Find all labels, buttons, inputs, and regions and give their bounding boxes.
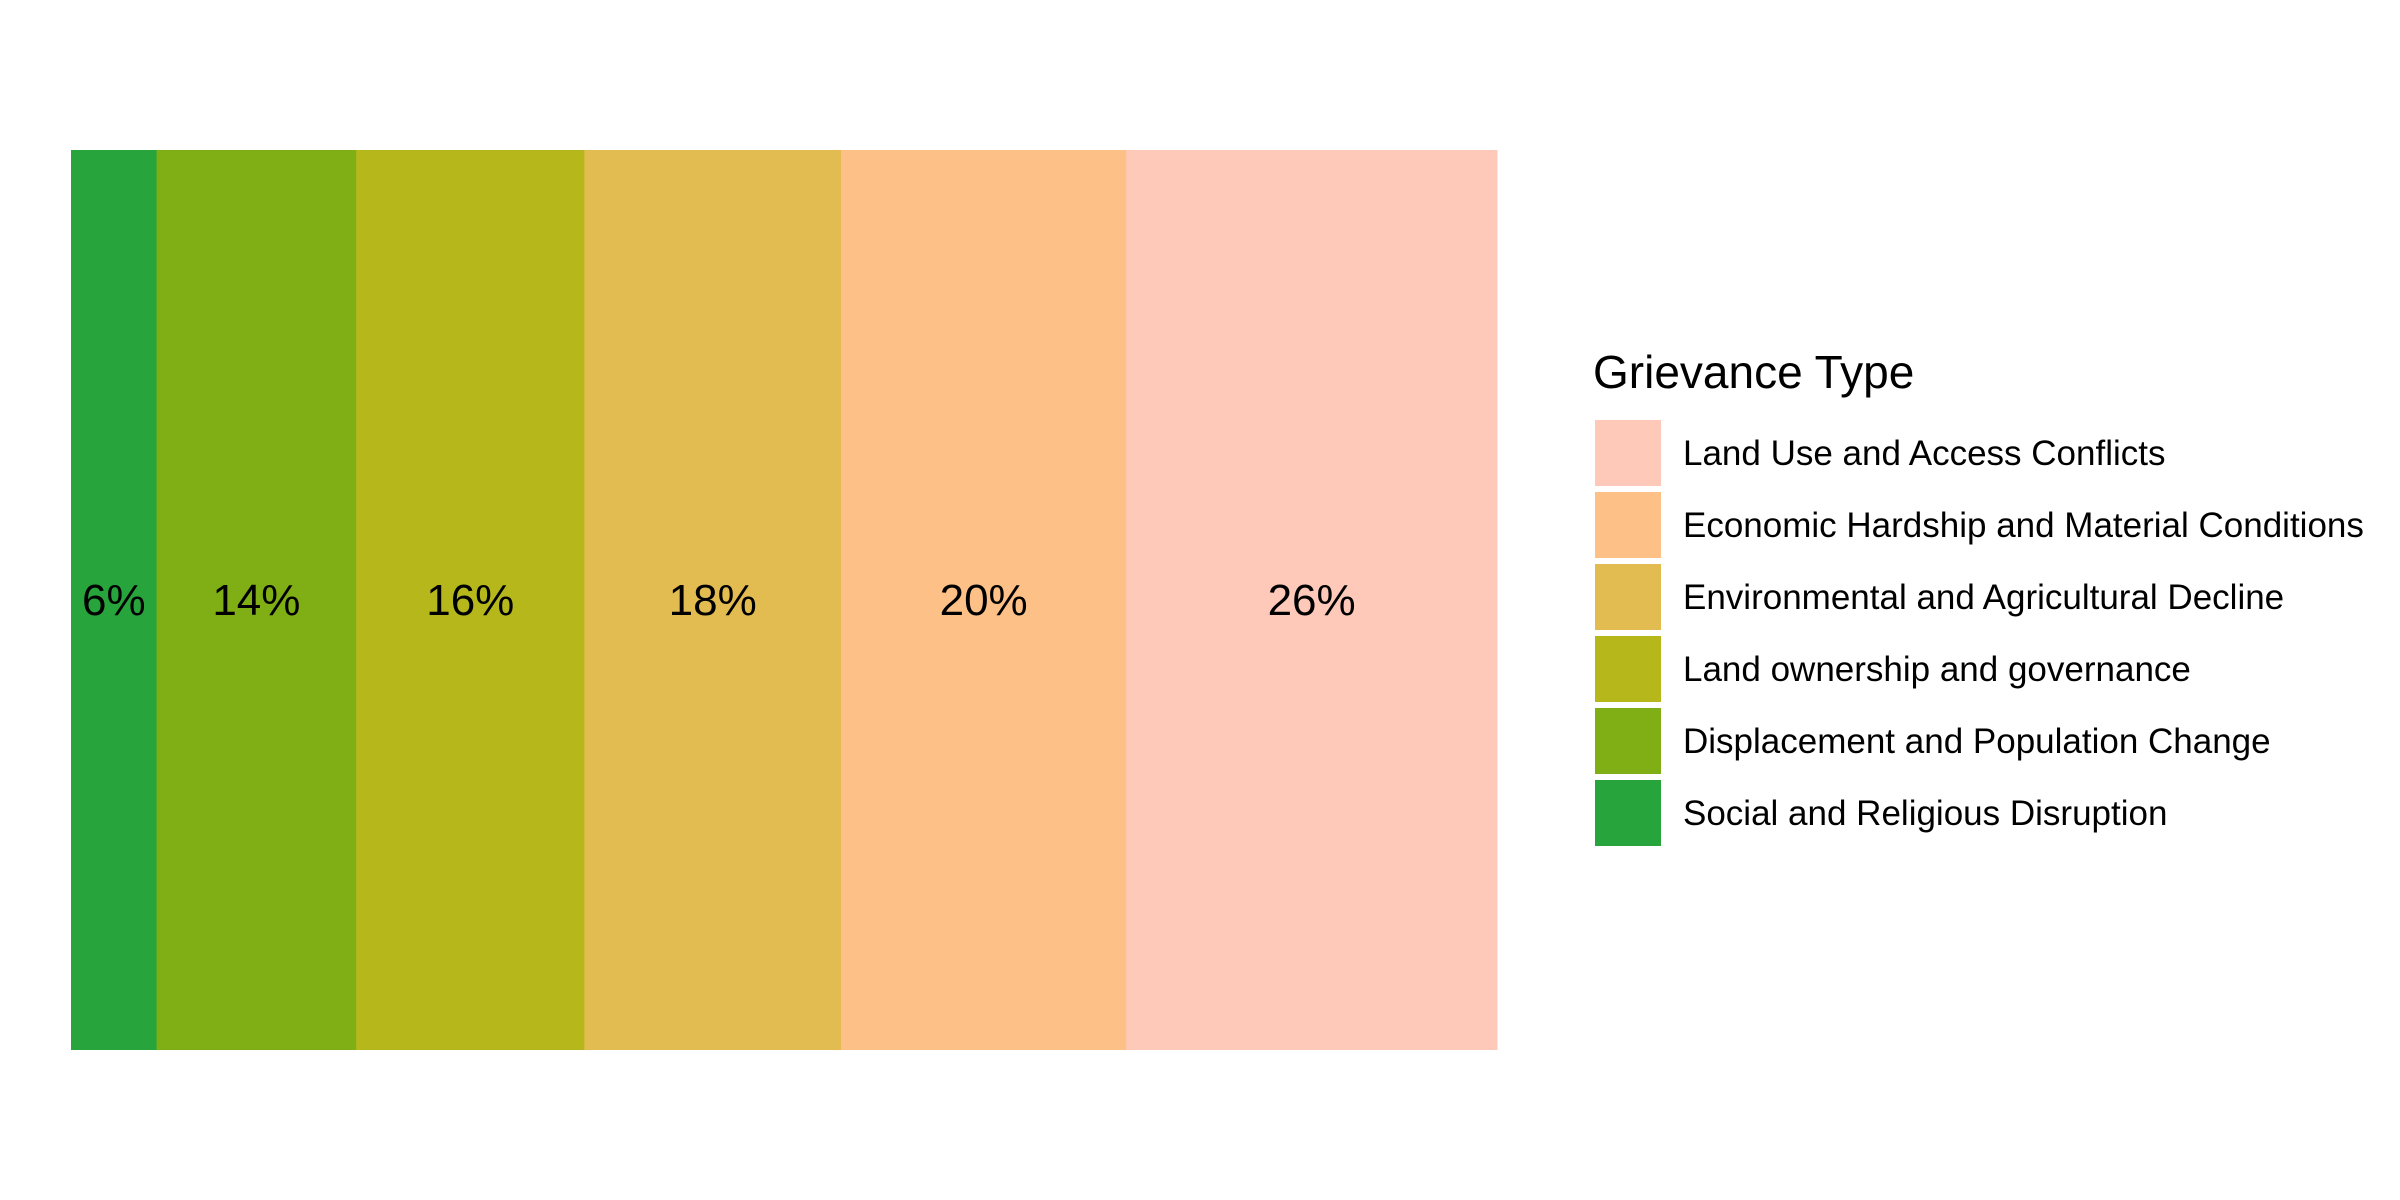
data-label-economic-hardship-and-material-conditions: 20% [940,576,1028,625]
data-label-social-and-religious-disruption: 6% [82,576,146,625]
legend: Grievance Type Land Use and Access Confl… [1593,346,2364,846]
legend-key-land-use-and-access-conflicts [1595,420,1661,486]
legend-key-land-ownership-and-governance [1595,636,1661,702]
bar-segment-land-ownership-and-governance [356,150,585,1050]
bar-segments [71,150,1498,1050]
legend-key-environmental-and-agricultural-decline [1595,564,1661,630]
data-label-displacement-and-population-change: 14% [212,576,300,625]
legend-label-economic-hardship-and-material-conditions: Economic Hardship and Material Condition… [1683,506,2364,545]
legend-key-social-and-religious-disruption [1595,780,1661,846]
legend-key-displacement-and-population-change [1595,708,1661,774]
legend-key-economic-hardship-and-material-conditions [1595,492,1661,558]
bar-segment-social-and-religious-disruption [71,150,158,1050]
data-label-land-ownership-and-governance: 16% [426,576,514,625]
legend-label-displacement-and-population-change: Displacement and Population Change [1683,722,2271,761]
bar-segment-displacement-and-population-change [156,150,357,1050]
data-label-land-use-and-access-conflicts: 26% [1268,576,1356,625]
data-label-environmental-and-agricultural-decline: 18% [669,576,757,625]
legend-label-land-ownership-and-governance: Land ownership and governance [1683,650,2191,689]
segment-labels: 6% 14% 16% 18% 20% 26% [82,576,1356,625]
bar-segment-land-use-and-access-conflicts [1126,150,1498,1050]
legend-label-land-use-and-access-conflicts: Land Use and Access Conflicts [1683,434,2165,473]
legend-title: Grievance Type [1593,346,1914,398]
bar-segment-economic-hardship-and-material-conditions [841,150,1127,1050]
legend-label-environmental-and-agricultural-decline: Environmental and Agricultural Decline [1683,578,2284,617]
bar-segment-environmental-and-agricultural-decline [584,150,842,1050]
legend-label-social-and-religious-disruption: Social and Religious Disruption [1683,794,2167,833]
legend-items: Land Use and Access Conflicts Economic Ha… [1595,420,2364,846]
